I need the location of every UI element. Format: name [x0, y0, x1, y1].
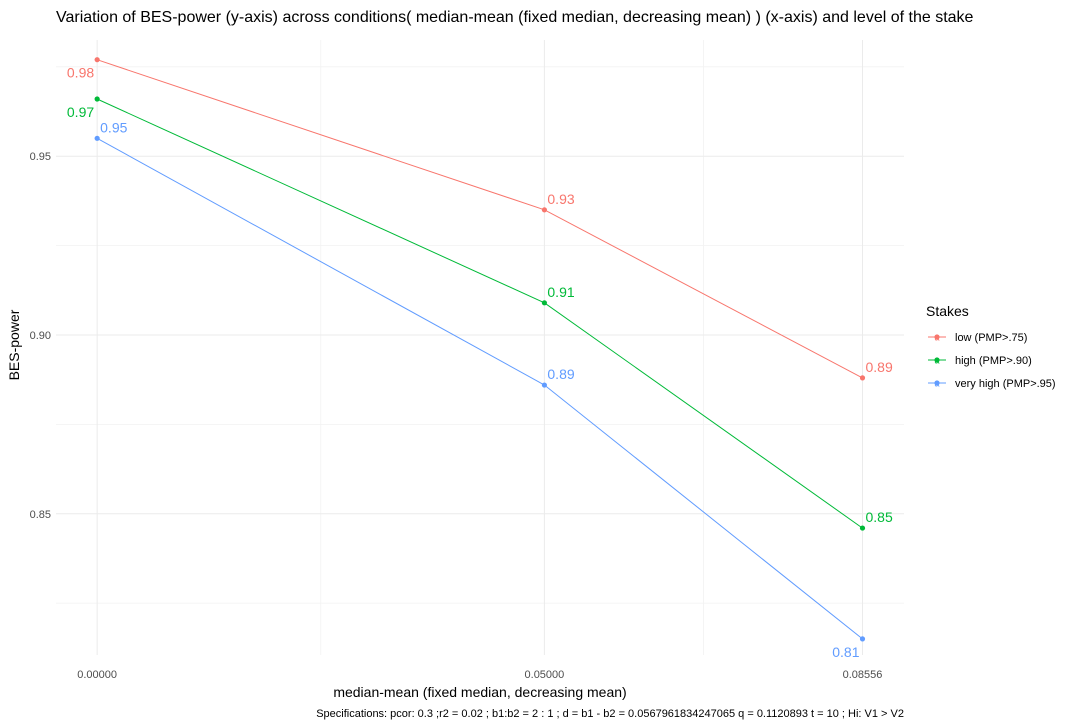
data-label: 0.97	[67, 104, 94, 120]
data-labels: 0.98 0.93 0.89 0.97 0.91 0.85 0.95 0.89 0.81	[67, 65, 893, 660]
data-point	[859, 525, 866, 531]
data-label: 0.81	[832, 644, 859, 660]
grid	[56, 40, 904, 655]
chart-title: Variation of BES-power (y-axis) across c…	[56, 9, 974, 26]
y-tick-label: 0.95	[30, 151, 51, 163]
data-label: 0.85	[865, 509, 892, 525]
legend-key-letter: a	[934, 356, 939, 366]
series-layer	[94, 57, 866, 642]
x-tick-label: 0.00000	[77, 669, 117, 681]
series-line-1	[96, 59, 863, 379]
data-point	[94, 96, 100, 102]
data-point	[94, 135, 100, 141]
x-tick-label: 0.05000	[525, 669, 565, 681]
caption: Specifications: pcor: 0.3 ;r2 = 0.02 ; b…	[316, 708, 904, 720]
data-point	[859, 636, 866, 642]
data-label: 0.95	[100, 119, 127, 135]
series-line-3	[96, 137, 863, 640]
legend-point	[934, 380, 940, 386]
legend-label: low (PMP>.75)	[955, 332, 1027, 344]
data-point	[541, 382, 548, 388]
y-tick-label: 0.90	[30, 330, 51, 342]
y-axis-title: BES-power	[6, 309, 22, 380]
axes: 0.85 0.90 0.95 0.00000 0.05000 0.08556	[30, 151, 883, 681]
data-label: 0.91	[547, 284, 574, 300]
legend-label: very high (PMP>.95)	[955, 378, 1056, 390]
series-line-2	[96, 98, 863, 529]
data-label: 0.98	[67, 65, 94, 81]
x-axis-title: median-mean (fixed median, decreasing me…	[333, 684, 626, 700]
legend-point	[934, 357, 940, 363]
x-tick-label: 0.08556	[843, 669, 883, 681]
data-point	[541, 207, 548, 213]
legend-point	[934, 334, 940, 340]
legend-label: high (PMP>.90)	[955, 355, 1032, 367]
y-tick-label: 0.85	[30, 509, 51, 521]
legend-key-letter: a	[934, 333, 939, 343]
legend: Stakes a low (PMP>.75) a high (PMP>.90) a ver…	[926, 303, 1056, 390]
data-label: 0.89	[547, 366, 574, 382]
legend-key-letter: a	[934, 379, 939, 389]
data-point	[859, 375, 866, 381]
data-point	[541, 300, 548, 306]
data-point	[94, 57, 100, 63]
data-label: 0.89	[865, 359, 892, 375]
legend-title: Stakes	[926, 303, 969, 319]
data-label: 0.93	[547, 191, 574, 207]
